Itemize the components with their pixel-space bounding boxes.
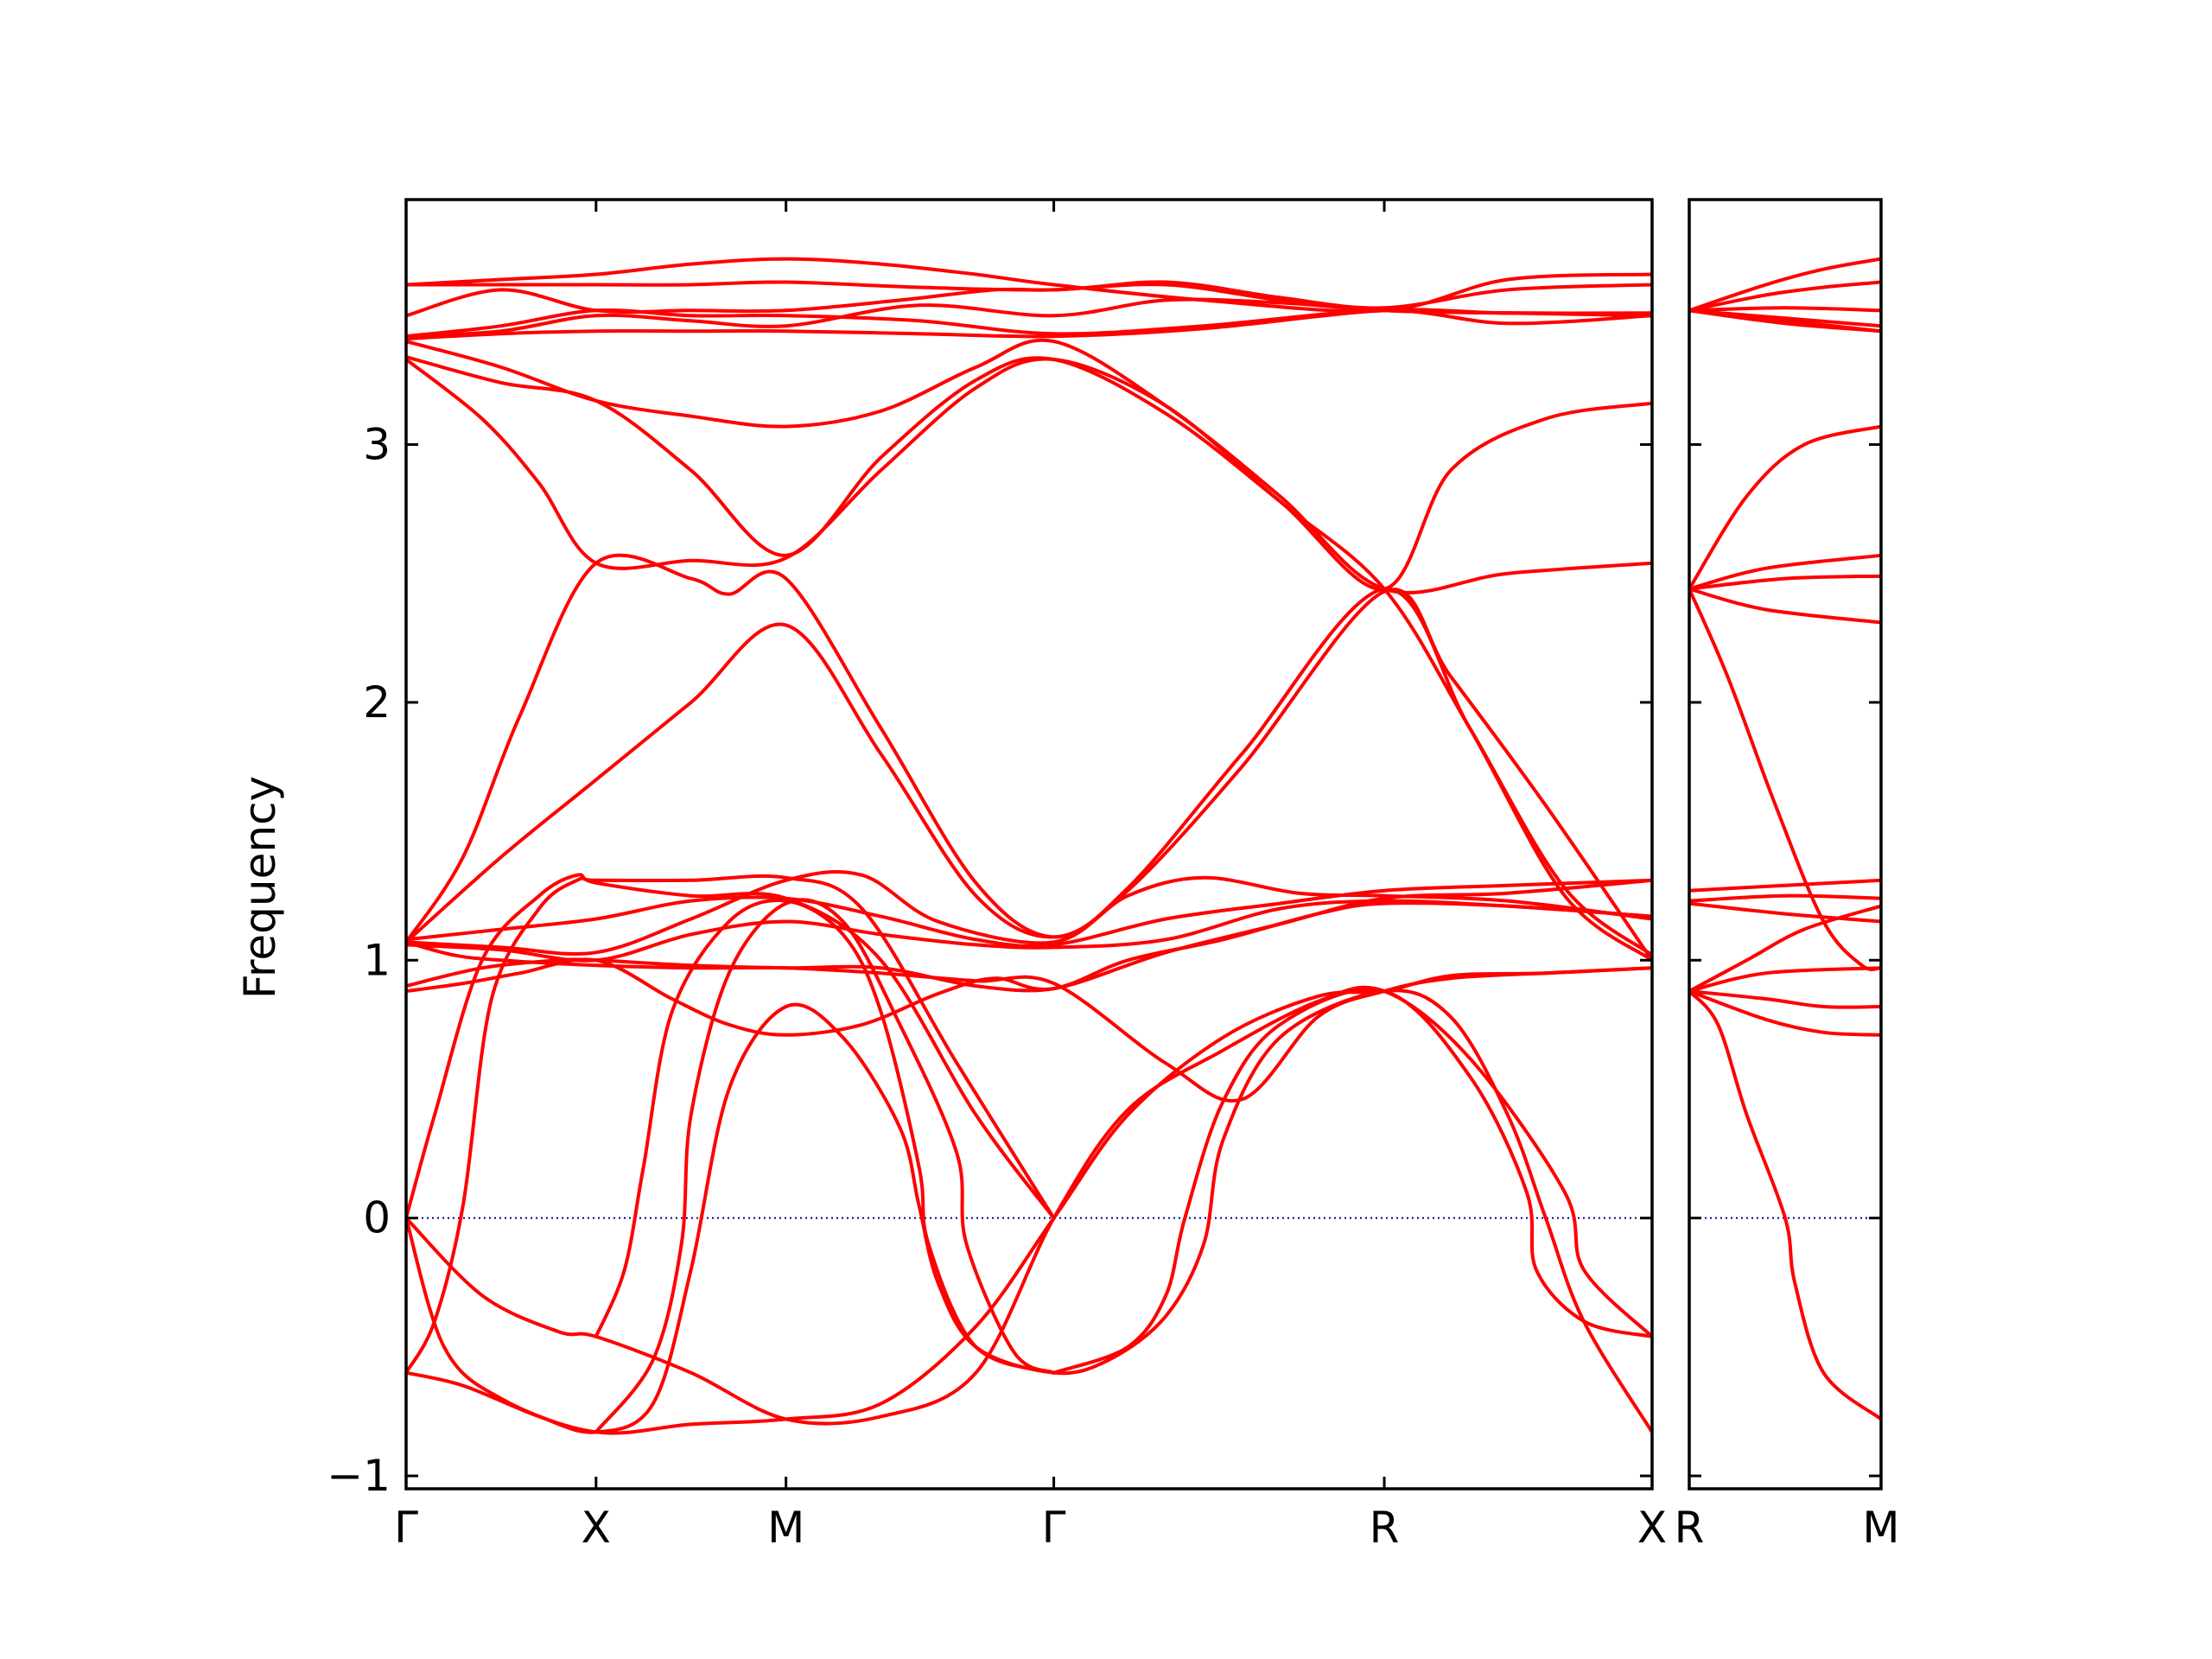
band-line-23	[594, 899, 1056, 1375]
band-line-8	[1689, 553, 1881, 591]
y-tick-label: 2	[363, 677, 391, 728]
band-line-11	[1689, 587, 1881, 971]
y-tick-label: 0	[363, 1193, 391, 1243]
band-line-7	[1689, 424, 1881, 591]
band-line-17	[1689, 989, 1881, 1009]
band-line-1	[1689, 257, 1881, 313]
band-lines	[1689, 257, 1881, 1421]
y-axis-label: Frequency	[235, 776, 285, 999]
band-line-25	[1052, 988, 1652, 1375]
band-line-5	[406, 308, 1652, 339]
left-panel: −1 0 1 2 3 Γ X M Γ R X	[327, 198, 1667, 1553]
band-lines	[406, 257, 1652, 1435]
band-line-13	[1689, 893, 1881, 903]
x-tick-label: X	[582, 1503, 611, 1553]
band-line-13	[406, 870, 1652, 956]
x-tick-label: X	[1637, 1503, 1667, 1553]
y-tick-label: −1	[327, 1451, 391, 1501]
band-line-11	[406, 588, 1652, 963]
band-line-16	[406, 878, 1652, 1037]
x-tick-label: M	[767, 1503, 804, 1553]
axes-frame	[1688, 198, 1883, 1491]
band-line-12	[406, 878, 1652, 948]
x-tick-label: M	[1862, 1503, 1899, 1553]
band-line-9	[1689, 574, 1881, 591]
band-line-18	[1689, 989, 1881, 1037]
band-line-19	[1689, 989, 1881, 1421]
band-line-17	[406, 940, 1652, 1103]
x-tick-label: R	[1675, 1503, 1705, 1553]
band-line-3	[1689, 306, 1881, 313]
band-line-2	[406, 280, 1652, 310]
band-line-16	[1689, 966, 1881, 994]
band-line-7	[406, 338, 1652, 594]
band-line-2	[1689, 280, 1881, 313]
x-tick-label: Γ	[394, 1503, 418, 1553]
band-line-19	[406, 985, 1652, 1426]
band-line-9	[406, 357, 1652, 963]
band-line-12	[1689, 878, 1881, 893]
band-line-6	[1689, 308, 1881, 334]
x-tick-label: R	[1370, 1503, 1400, 1553]
band-line-6	[406, 308, 1652, 341]
band-line-8	[406, 355, 1652, 591]
axes-frame	[404, 198, 1654, 1491]
band-line-14	[1689, 901, 1881, 924]
y-tick-label: 3	[363, 419, 391, 469]
band-line-22	[406, 873, 1056, 1220]
band-line-10	[1689, 587, 1881, 625]
y-tick-label: 1	[363, 935, 391, 985]
band-line-24	[594, 898, 1056, 1434]
band-line-15	[1689, 904, 1881, 994]
x-tick-label: Γ	[1042, 1503, 1066, 1553]
